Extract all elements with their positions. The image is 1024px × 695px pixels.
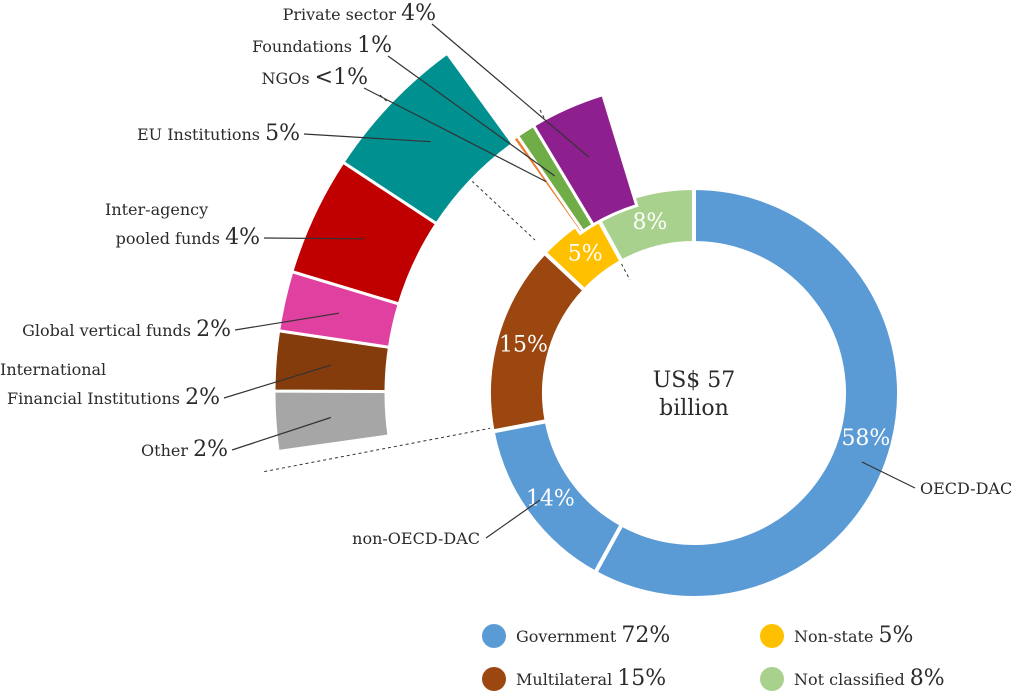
legend-label-multilateral: Multilateral 15% [516,666,666,691]
legend-value-multilateral: 15% [617,666,666,691]
legend: Government 72% Non-state 5% Multilateral 1… [482,623,945,691]
leader-line-other [231,416,331,451]
connector-dashed-line-0 [261,426,498,473]
callout-label-non-oecd-dac: non-OECD-DAC [352,529,480,548]
legend-swatch-non-state [760,624,784,648]
breakdown-label-eu-institutions: EU Institutions 5% [137,121,300,146]
breakdown-label-inter-agency-pooled-funds: pooled funds 4% [116,225,260,250]
breakdown-label-international-financial-institutions: Financial Institutions 2% [7,385,220,410]
multilateral-segment-other [272,389,391,454]
slice-value-label-4: 8% [632,210,667,235]
leader-line-ngos [363,87,547,183]
legend-swatch-not-classified [760,667,784,691]
leader-line-international-financial-institutions [223,364,332,399]
center-text-line-0: US$ 57 [653,368,736,393]
slice-government-0 [592,185,901,600]
leader-line-inter-agency-pooled-funds [263,237,365,240]
breakdown-value-eu-institutions: 5% [265,121,300,146]
breakdown-value-private-sector: 4% [401,1,436,26]
breakdown-label-private-sector: Private sector 4% [283,1,436,26]
slice-value-label-0: 58% [841,426,890,451]
multilateral-segment-eu-institutions [341,51,516,226]
center-text-line-1: billion [659,396,729,421]
leader-line-eu-institutions [303,133,431,143]
nonstate-segment-private-sector [531,92,639,227]
slice-value-label-1: 14% [526,486,575,511]
leader-line-global-vertical-funds [234,312,339,331]
breakdown-value-international-financial-institutions: 2% [185,385,220,410]
legend-swatch-multilateral [482,667,506,691]
legend-value-not-classified: 8% [910,666,945,691]
slice-labels: 58% 14% 15% 5% 8% OECD-DAC non-OECD-DAC Other 2… [0,1,1012,548]
leader-line-foundations [387,55,555,177]
legend-value-non-state: 5% [879,623,914,648]
breakdown-arcs [272,51,639,454]
breakdown-value-global-vertical-funds: 2% [196,317,231,342]
breakdown-value-ngos: <1% [315,65,368,90]
slice-value-label-2: 15% [499,333,548,358]
main-donut [487,185,901,600]
breakdown-label-foundations: Foundations 1% [252,33,392,58]
legend-label-government: Government 72% [516,623,670,648]
breakdown-value-other: 2% [193,437,228,462]
legend-swatch-government [482,624,506,648]
legend-label-non-state: Non-state 5% [794,623,913,648]
breakdown-label-ngos: NGOs <1% [261,65,368,90]
connector-dashed-line-1 [379,94,536,241]
slice-value-label-3: 5% [568,242,603,267]
breakdown-label-inter-agency-pooled-funds-line1: Inter-agency [105,200,208,219]
breakdown-label-other: Other 2% [141,437,228,462]
legend-label-not-classified: Not classified 8% [794,666,945,691]
legend-value-government: 72% [621,623,670,648]
breakdown-value-inter-agency-pooled-funds: 4% [225,225,260,250]
callout-label-oecd-dac: OECD-DAC [920,479,1012,498]
breakdown-value-foundations: 1% [357,33,392,58]
leader-line-private-sector [431,23,590,158]
callout-line-non-oecd-dac [485,499,541,539]
breakdown-label-global-vertical-funds: Global vertical funds 2% [22,317,231,342]
breakdown-label-international-financial-institutions-line1: International [0,360,106,379]
center-label: US$ 57 billion [653,368,736,421]
callout-line-oecd-dac [861,461,916,489]
